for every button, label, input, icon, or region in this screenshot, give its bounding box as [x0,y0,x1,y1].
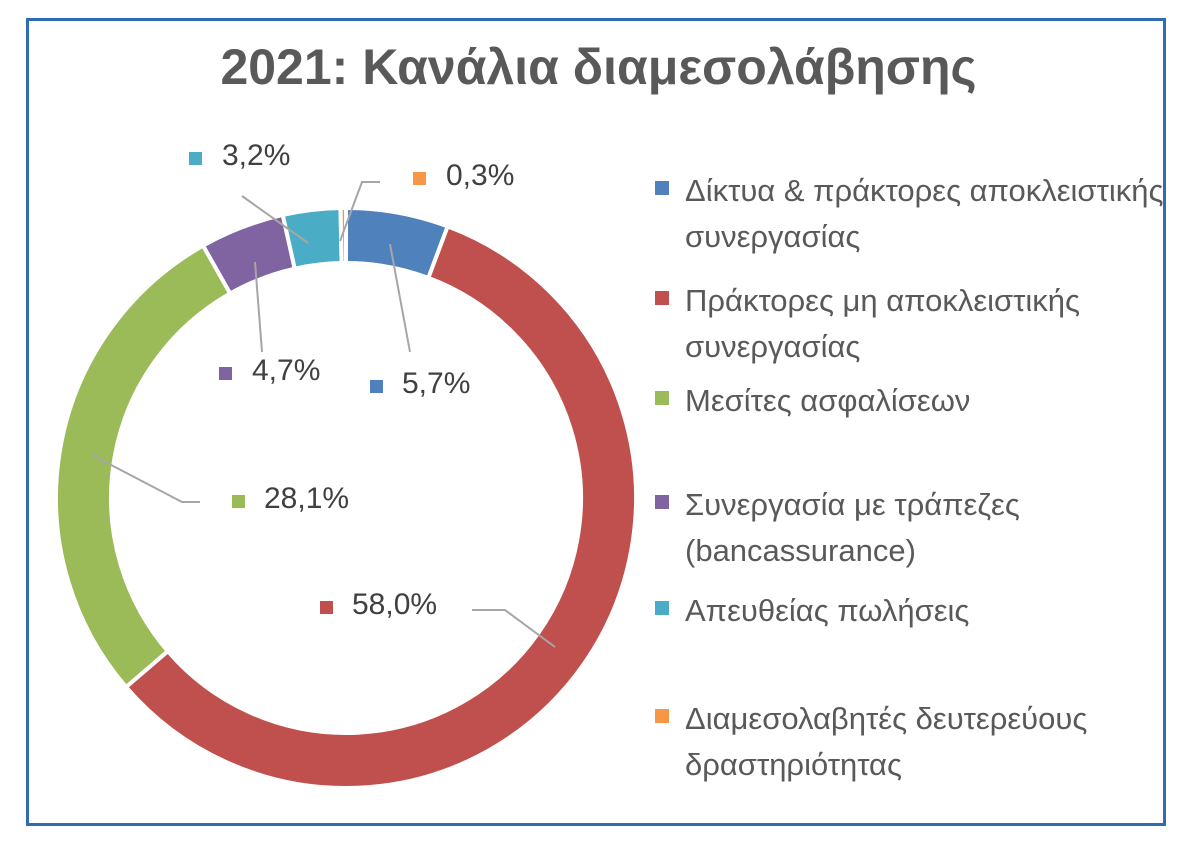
legend-swatch [655,181,669,195]
legend-label: Συνεργασία με τράπεζες (bancassurance) [685,487,1020,568]
legend-swatch [655,391,669,405]
data-label: 28,1% [264,482,349,515]
donut-slice [54,242,233,690]
leader-line [91,454,200,503]
leader-line [241,195,309,244]
leader-line [389,243,411,353]
data-label: 58,0% [352,588,437,621]
leader-line [254,261,263,353]
legend-swatch [655,495,669,509]
legend-swatch [655,291,669,305]
legend-label: Απευθείας πωλήσεις [685,593,970,628]
leader-line [472,609,556,648]
legend-label: Διαμεσολαβητές δευτερεύους δραστηριότητα… [685,701,1088,782]
data-label-key [189,152,202,165]
data-label-key [320,601,333,614]
donut-slice [280,206,344,272]
legend-label: Πράκτορες μη αποκλειστικής συνεργασίας [685,283,1080,364]
data-label: 5,7% [402,367,470,400]
data-label: 4,7% [252,354,320,387]
legend-swatch [655,709,669,723]
donut-slice [338,205,348,266]
leader-line [339,181,380,242]
data-label-key [370,380,383,393]
data-label: 3,2% [222,139,290,172]
donut-slice [123,223,638,790]
legend-swatch [655,601,669,615]
legend-label: Μεσίτες ασφαλίσεων [685,383,971,418]
data-label-key [413,172,426,185]
data-label-key [219,367,232,380]
legend-label: Δίκτυα & πράκτορες αποκλειστικής συνεργα… [685,173,1164,254]
chart-title: 2021: Κανάλια διαμεσολάβησης [220,39,977,95]
data-label: 0,3% [446,159,514,192]
data-label-key [232,495,245,508]
